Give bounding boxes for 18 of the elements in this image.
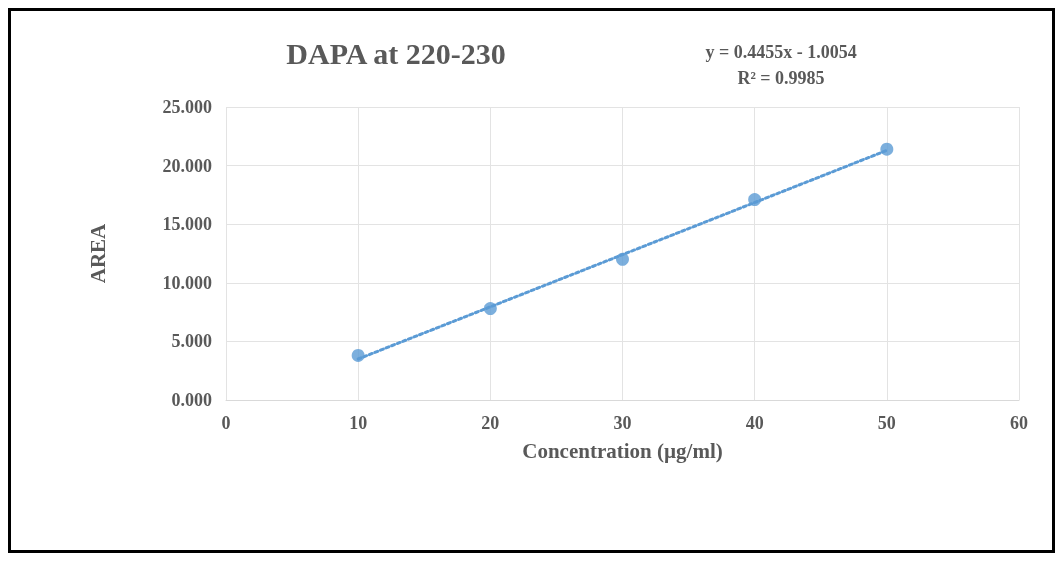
x-axis-title: Concentration (µg/ml)	[522, 438, 723, 463]
y-tick-label: 20.000	[162, 155, 212, 176]
x-tick-label: 60	[1010, 413, 1028, 433]
x-tick-label: 0	[221, 413, 231, 433]
x-tick-label: 20	[481, 413, 500, 433]
x-tick-label: 30	[613, 413, 632, 433]
y-tick-label: 25.000	[162, 97, 212, 117]
y-tick-label: 0.000	[171, 390, 212, 410]
y-tick-label: 10.000	[162, 272, 212, 293]
x-tick-label: 10	[349, 413, 368, 433]
y-tick-label: 5.000	[171, 331, 212, 352]
x-tick-label: 40	[745, 413, 764, 433]
chart-title: DAPA at 220-230	[286, 36, 506, 70]
text: R² = 0.9985	[737, 68, 825, 88]
x-tick-label: 50	[877, 413, 896, 433]
text: y = 0.4455x - 1.0054	[705, 42, 857, 62]
y-axis-title: AREA	[85, 222, 110, 284]
y-tick-label: 15.000	[162, 214, 212, 235]
